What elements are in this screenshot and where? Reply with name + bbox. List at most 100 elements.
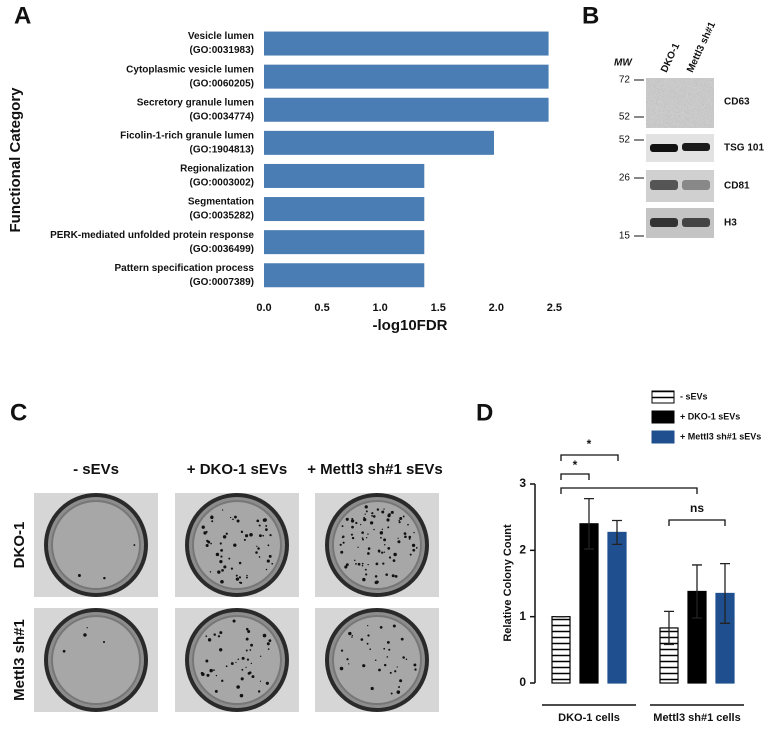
colony <box>268 639 272 643</box>
colony <box>255 551 258 554</box>
axis-title: Relative Colony Count <box>502 524 514 642</box>
x-tick-label: 0.5 <box>314 302 329 314</box>
colony <box>386 656 389 658</box>
colony <box>240 530 244 534</box>
colony <box>265 681 269 685</box>
colony <box>265 524 268 527</box>
colony <box>259 680 262 682</box>
colony <box>210 542 212 545</box>
error-bar <box>664 610 674 646</box>
colony <box>234 515 237 519</box>
colony <box>243 538 246 541</box>
band <box>650 180 678 190</box>
bar <box>264 163 425 188</box>
panel-label: C <box>10 399 27 426</box>
blot-texture <box>646 78 714 128</box>
category-label: Ficolin-1-rich granule lumen <box>120 130 254 141</box>
plate-well <box>192 500 282 590</box>
colony <box>362 577 366 582</box>
colony <box>265 528 268 531</box>
colony <box>225 532 228 535</box>
colony <box>414 668 417 671</box>
colony <box>248 671 252 675</box>
colony <box>376 508 380 511</box>
colony <box>235 661 237 663</box>
legend-label: - sEVs <box>680 391 708 401</box>
colony <box>220 555 223 558</box>
colony <box>394 575 398 578</box>
colony <box>245 637 249 641</box>
colony <box>408 537 411 540</box>
colony <box>345 517 349 521</box>
colony <box>269 533 272 537</box>
y-tick-label: 1 <box>519 609 526 623</box>
colony <box>388 556 392 559</box>
colony <box>206 673 210 677</box>
x-tick-label: 1.5 <box>431 302 446 314</box>
colony <box>379 626 383 629</box>
colony <box>411 543 416 548</box>
colony <box>245 666 247 668</box>
colony <box>354 559 356 562</box>
colony <box>398 521 401 524</box>
colony <box>235 577 240 581</box>
band-label: TSG 101 <box>724 143 764 154</box>
row-label: DKO-1 <box>11 522 28 569</box>
legend-swatch <box>651 390 675 404</box>
colony <box>219 648 223 652</box>
colony <box>400 637 404 641</box>
colony <box>265 568 268 571</box>
colony <box>373 528 375 531</box>
x-category-label: DKO-1 cells <box>558 712 620 724</box>
mw-marker: 72 <box>619 75 631 86</box>
lane-label: DKO-1 <box>659 41 682 74</box>
colony <box>239 693 244 698</box>
western-blot: MW DKO-1 Mettl3 sh#1 72 52 52 26 15 CD63… <box>614 20 764 242</box>
colony <box>386 518 390 522</box>
colony <box>257 690 261 693</box>
y-tick-label: 2 <box>519 543 526 557</box>
colony <box>230 662 234 665</box>
colony <box>236 685 240 689</box>
colony <box>383 508 385 510</box>
colony <box>215 674 218 677</box>
legend-swatch <box>651 410 675 424</box>
x-category-label: Mettl3 sh#1 cells <box>653 712 740 724</box>
colony <box>219 542 222 545</box>
colony <box>256 545 258 548</box>
colony <box>259 655 262 657</box>
colony <box>362 664 366 668</box>
colony <box>250 643 254 647</box>
colony <box>219 631 223 635</box>
colony <box>209 668 213 673</box>
plate-well <box>192 615 282 705</box>
colony <box>267 648 270 650</box>
colony <box>361 538 364 541</box>
colony <box>380 536 382 539</box>
colony <box>258 534 262 538</box>
colony <box>351 536 355 540</box>
colony <box>355 521 358 525</box>
bar <box>264 31 549 56</box>
colony <box>241 668 244 671</box>
bar <box>264 230 425 255</box>
colony <box>210 515 214 520</box>
colony <box>392 559 396 562</box>
sig-label: * <box>573 458 578 472</box>
colony <box>221 568 224 572</box>
colony <box>214 689 218 693</box>
colony <box>238 581 241 584</box>
colony <box>367 634 370 637</box>
category-code: (GO:1904813) <box>190 144 254 155</box>
colony <box>247 630 251 634</box>
bar <box>264 197 425 222</box>
colony <box>393 552 397 557</box>
colony <box>205 659 209 663</box>
plate-well <box>51 615 141 705</box>
colony <box>367 547 371 550</box>
colony <box>245 627 249 631</box>
colony <box>262 534 264 537</box>
category-label: PERK-mediated unfolded protein response <box>50 230 254 241</box>
colony <box>402 515 405 518</box>
